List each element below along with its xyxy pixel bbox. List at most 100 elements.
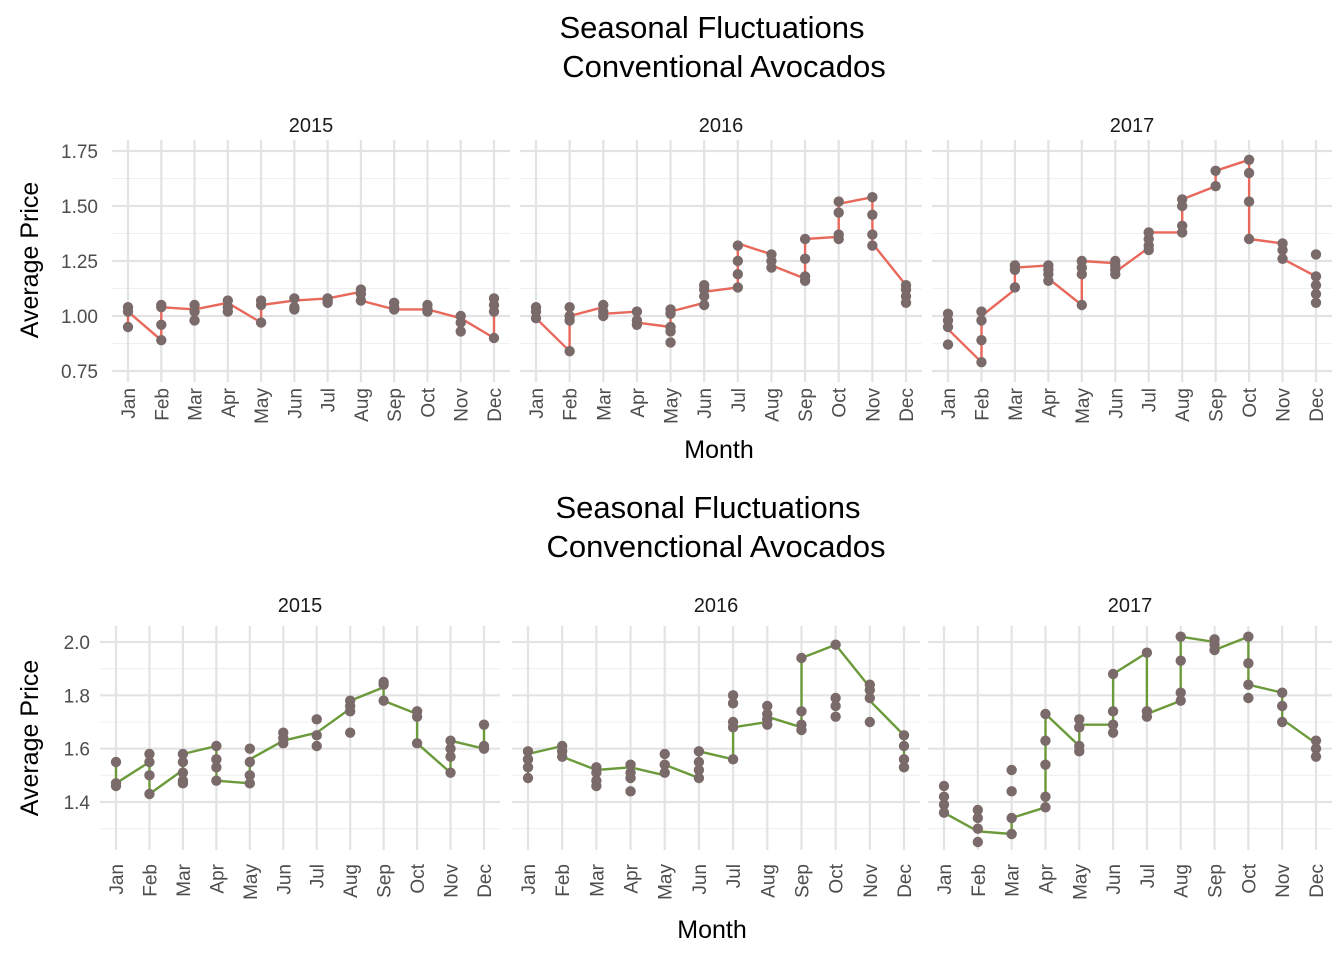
- data-point: [625, 786, 636, 797]
- facet-2015: 2015 Jan Feb Mar Apr May Jun Jul Aug Sep Oct Nov Dec…: [64, 595, 500, 900]
- data-point: [1310, 751, 1322, 762]
- data-point: [898, 740, 910, 752]
- x-tick-label-dec: Dec: [1307, 864, 1328, 898]
- x-tick-label-jul: Jul: [1140, 388, 1161, 412]
- chart-1-title-line-1: Seasonal Fluctuations: [559, 10, 864, 45]
- x-tick-label-apr: Apr: [628, 387, 649, 417]
- x-tick-label-nov: Nov: [452, 388, 473, 422]
- data-point: [900, 297, 912, 308]
- data-point: [938, 807, 950, 818]
- data-point: [478, 719, 490, 730]
- facet-2017: 2017 Jan Feb Mar Apr May Jun Jul Aug Sep Oct Nov Dec: [928, 595, 1332, 900]
- data-point: [1243, 196, 1255, 207]
- data-point: [445, 735, 456, 746]
- data-point: [564, 302, 575, 313]
- x-tick-label-jun: Jun: [695, 388, 716, 419]
- x-tick-label-jul: Jul: [729, 388, 750, 412]
- data-point: [144, 756, 155, 768]
- y-tick-label: 2.0: [64, 633, 90, 654]
- data-point: [311, 730, 322, 741]
- data-point: [1107, 668, 1119, 680]
- data-point: [488, 306, 500, 317]
- data-point: [1243, 631, 1254, 642]
- data-point: [388, 304, 400, 315]
- x-tick-label-dec: Dec: [895, 864, 916, 898]
- data-point: [1006, 828, 1017, 840]
- data-point: [796, 652, 807, 664]
- data-point: [1176, 200, 1188, 212]
- chart-2-title-line-1: Seasonal Fluctuations: [555, 490, 860, 525]
- x-tick-label-feb: Feb: [969, 864, 990, 897]
- x-tick-label-nov: Nov: [861, 864, 882, 898]
- x-tick-label-jul: Jul: [319, 388, 340, 412]
- data-point: [211, 762, 222, 773]
- x-tick-label-apr: Apr: [1039, 387, 1060, 417]
- facet-2016: 2016 Jan Feb Mar Apr May Jun Jul Aug Sep Oct Nov Dec: [512, 595, 920, 900]
- chart-1-x-axis-label: Month: [684, 436, 753, 464]
- x-tick-label-sep: Sep: [375, 864, 396, 898]
- x-tick-label-oct: Oct: [418, 387, 439, 417]
- x-tick-label-sep: Sep: [1206, 864, 1227, 898]
- series-line-2016: [526, 643, 906, 780]
- data-point: [1243, 679, 1254, 690]
- x-tick-label-oct: Oct: [830, 387, 851, 417]
- data-point: [976, 315, 987, 326]
- data-point: [278, 738, 289, 749]
- data-point: [1074, 722, 1085, 733]
- data-point: [766, 262, 777, 273]
- data-point: [1276, 687, 1288, 698]
- facet-label-2017: 2017: [1110, 115, 1155, 137]
- data-point: [727, 754, 739, 765]
- data-point: [1107, 719, 1119, 730]
- data-point: [799, 233, 811, 245]
- facet-label-2015: 2015: [278, 595, 323, 617]
- data-point: [1107, 706, 1119, 717]
- data-point: [799, 275, 811, 286]
- data-point: [1310, 271, 1322, 282]
- data-point: [867, 229, 878, 240]
- data-point: [1040, 802, 1051, 813]
- data-point: [976, 306, 987, 317]
- data-point: [311, 714, 322, 725]
- y-tick-label: 1.8: [64, 686, 90, 707]
- x-tick-label-mar: Mar: [174, 863, 195, 896]
- data-point: [591, 767, 602, 778]
- x-tick-label-jun: Jun: [1104, 864, 1125, 895]
- data-point: [972, 836, 984, 848]
- x-tick-label-jun: Jun: [690, 864, 711, 895]
- x-tick-label-jul: Jul: [724, 864, 745, 888]
- data-point: [1243, 233, 1255, 245]
- series-line-2015: [126, 290, 496, 342]
- x-tick-label-feb: Feb: [152, 388, 173, 421]
- x-tick-label-nov: Nov: [1274, 388, 1295, 422]
- data-point: [938, 791, 950, 802]
- data-point: [867, 209, 878, 220]
- data-point: [1009, 264, 1021, 275]
- x-tick-label-jan: Jan: [519, 864, 540, 895]
- facet-label-2015: 2015: [289, 115, 334, 137]
- data-point: [289, 293, 300, 304]
- data-point: [255, 317, 267, 328]
- x-tick-label-mar: Mar: [186, 387, 207, 420]
- x-tick-label-jun: Jun: [285, 388, 306, 419]
- data-point: [830, 639, 841, 650]
- chart-2-plot-area: 2015 Jan Feb Mar Apr May Jun Jul Aug Sep Oct Nov Dec…: [64, 595, 1332, 900]
- data-point: [972, 804, 984, 816]
- data-point: [867, 240, 878, 251]
- data-point: [322, 297, 333, 308]
- data-point: [732, 282, 744, 293]
- data-point: [445, 743, 456, 754]
- data-point: [211, 775, 222, 786]
- data-point: [1243, 658, 1254, 669]
- data-point: [665, 308, 676, 319]
- x-tick-label-aug: Aug: [1172, 864, 1193, 898]
- x-tick-label-feb: Feb: [972, 388, 993, 421]
- data-point: [1176, 227, 1188, 238]
- facet-2016: 2016 Jan Feb Mar Apr May Jun Jul Aug Sep Oct Nov Dec: [520, 115, 922, 424]
- data-point: [1175, 695, 1186, 706]
- data-point: [1175, 655, 1186, 666]
- data-point: [1006, 812, 1017, 824]
- data-point: [344, 727, 356, 738]
- data-point: [1040, 735, 1051, 746]
- data-point: [799, 253, 811, 264]
